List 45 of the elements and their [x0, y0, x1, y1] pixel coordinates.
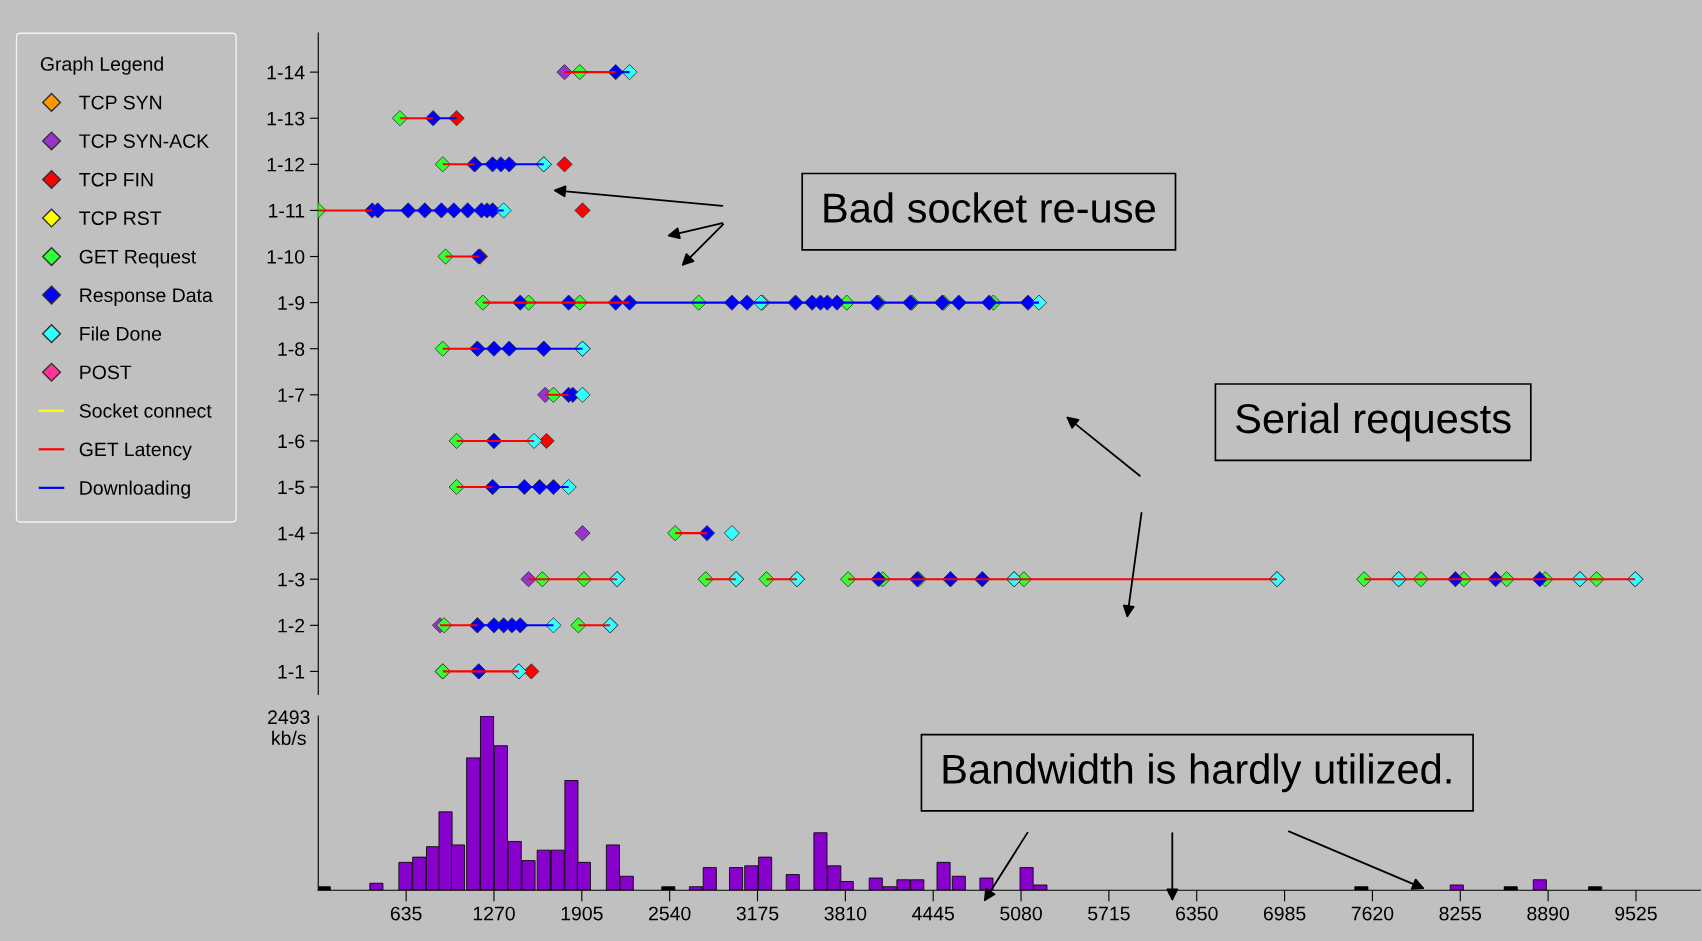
legend-label: Downloading: [80, 480, 190, 499]
x-tick-label: 1905: [561, 906, 603, 921]
x-tick-label: 4445: [912, 906, 955, 921]
x-tick-label: 2540: [649, 906, 691, 921]
y-tick-label: 1-7: [278, 388, 305, 402]
annotation: Serial requests: [1236, 402, 1511, 442]
legend-title: Graph Legend: [40, 56, 163, 75]
y-tick-label: 1-3: [278, 572, 305, 587]
y-tick-label: 1-4: [278, 526, 305, 541]
x-tick-label: 5080: [1000, 906, 1042, 921]
y-tick-label: 1-1: [278, 665, 305, 679]
x-tick-label: 1270: [473, 906, 515, 921]
legend-label: TCP SYN-ACK: [79, 134, 209, 148]
y-tick-label: 1-12: [267, 157, 305, 172]
x-tick-label: 5715: [1088, 906, 1130, 921]
legend-label: TCP FIN: [79, 172, 153, 187]
x-tick-label: 635: [390, 906, 422, 921]
y-tick-label: 1-8: [278, 342, 305, 356]
y-tick-label: 1-11: [269, 204, 305, 218]
y-tick-label: 1-2: [278, 618, 305, 633]
x-tick-label: 3175: [736, 906, 779, 921]
legend-label: GET Request: [79, 249, 197, 268]
annotation: Bandwidth is hardly utilized.: [943, 753, 1451, 793]
x-tick-label: 6350: [1176, 906, 1218, 921]
legend-label: File Done: [80, 326, 162, 341]
legend-label: TCP SYN: [79, 95, 162, 110]
legend-label: POST: [80, 365, 132, 380]
x-tick-label: 8255: [1439, 906, 1482, 921]
legend-label: TCP RST: [79, 211, 162, 226]
x-tick-label: 9525: [1615, 906, 1657, 921]
x-tick-label: 8890: [1527, 906, 1569, 921]
y-tick-label: 1-6: [278, 434, 305, 449]
legend-label: GET Latency: [79, 442, 192, 461]
x-tick-label: 6985: [1263, 906, 1306, 921]
y-tick-label: 1-13: [267, 111, 305, 126]
x-tick-label: 7620: [1351, 906, 1394, 921]
y-tick-label: 1-5: [278, 480, 305, 495]
annotation: Bad socket re-use: [824, 192, 1155, 223]
y-tick-label: 1-14: [267, 65, 305, 80]
legend-label: Response Data: [80, 288, 213, 306]
legend-label: Socket connect: [79, 403, 212, 418]
y-tick-label: 1-9: [278, 296, 305, 310]
text: 2493 kb/s: [268, 710, 310, 746]
y-tick-label: 1-10: [267, 249, 305, 264]
x-tick-label: 3810: [824, 906, 867, 921]
